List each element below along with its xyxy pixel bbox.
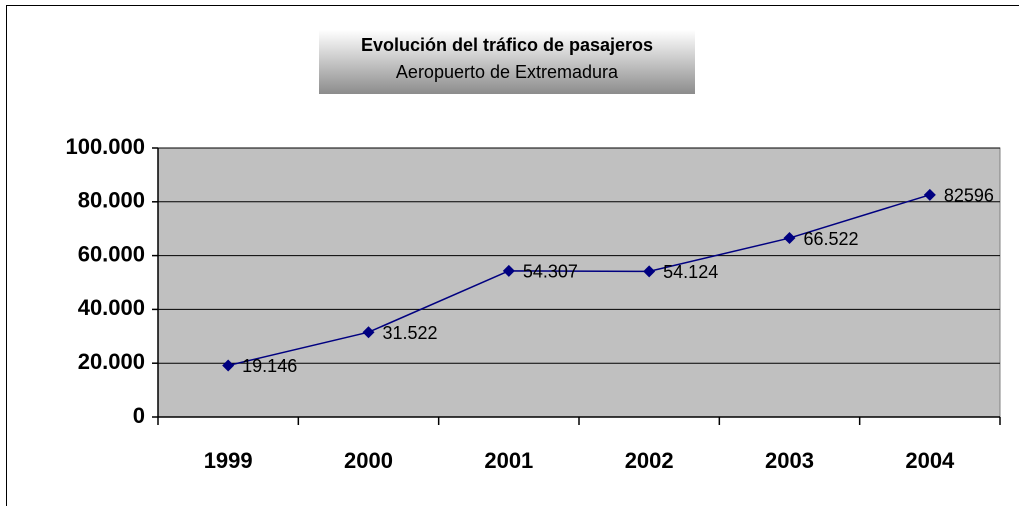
x-tick-label: 1999 xyxy=(204,448,253,473)
y-tick-label: 0 xyxy=(133,403,145,428)
data-point xyxy=(643,265,656,278)
data-label: 66.522 xyxy=(804,229,859,249)
data-label: 54.124 xyxy=(663,262,718,282)
chart-title: Evolución del tráfico de pasajeros xyxy=(361,35,653,55)
title-box xyxy=(319,30,695,94)
data-label: 31.522 xyxy=(383,323,438,343)
x-tick-label: 2000 xyxy=(344,448,393,473)
x-tick-label: 2001 xyxy=(484,448,533,473)
chart-subtitle: Aeropuerto de Extremadura xyxy=(396,62,619,82)
chart-border xyxy=(6,5,1019,506)
y-tick-label: 40.000 xyxy=(78,295,145,320)
data-point xyxy=(502,264,515,277)
data-point xyxy=(923,188,936,201)
y-tick-label: 60.000 xyxy=(78,241,145,266)
data-point xyxy=(362,326,375,339)
x-tick-label: 2004 xyxy=(905,448,955,473)
x-tick-label: 2003 xyxy=(765,448,814,473)
y-tick-label: 100.000 xyxy=(65,134,145,159)
data-point xyxy=(222,359,235,372)
data-label: 54.307 xyxy=(523,262,578,282)
data-label: 82596 xyxy=(944,186,994,206)
series-line xyxy=(227,194,931,367)
data-point xyxy=(783,232,796,245)
plot-area xyxy=(157,147,1001,418)
y-tick-label: 80.000 xyxy=(78,188,145,213)
data-label: 19.146 xyxy=(242,356,297,376)
x-tick-label: 2002 xyxy=(625,448,674,473)
y-tick-label: 20.000 xyxy=(78,349,145,374)
